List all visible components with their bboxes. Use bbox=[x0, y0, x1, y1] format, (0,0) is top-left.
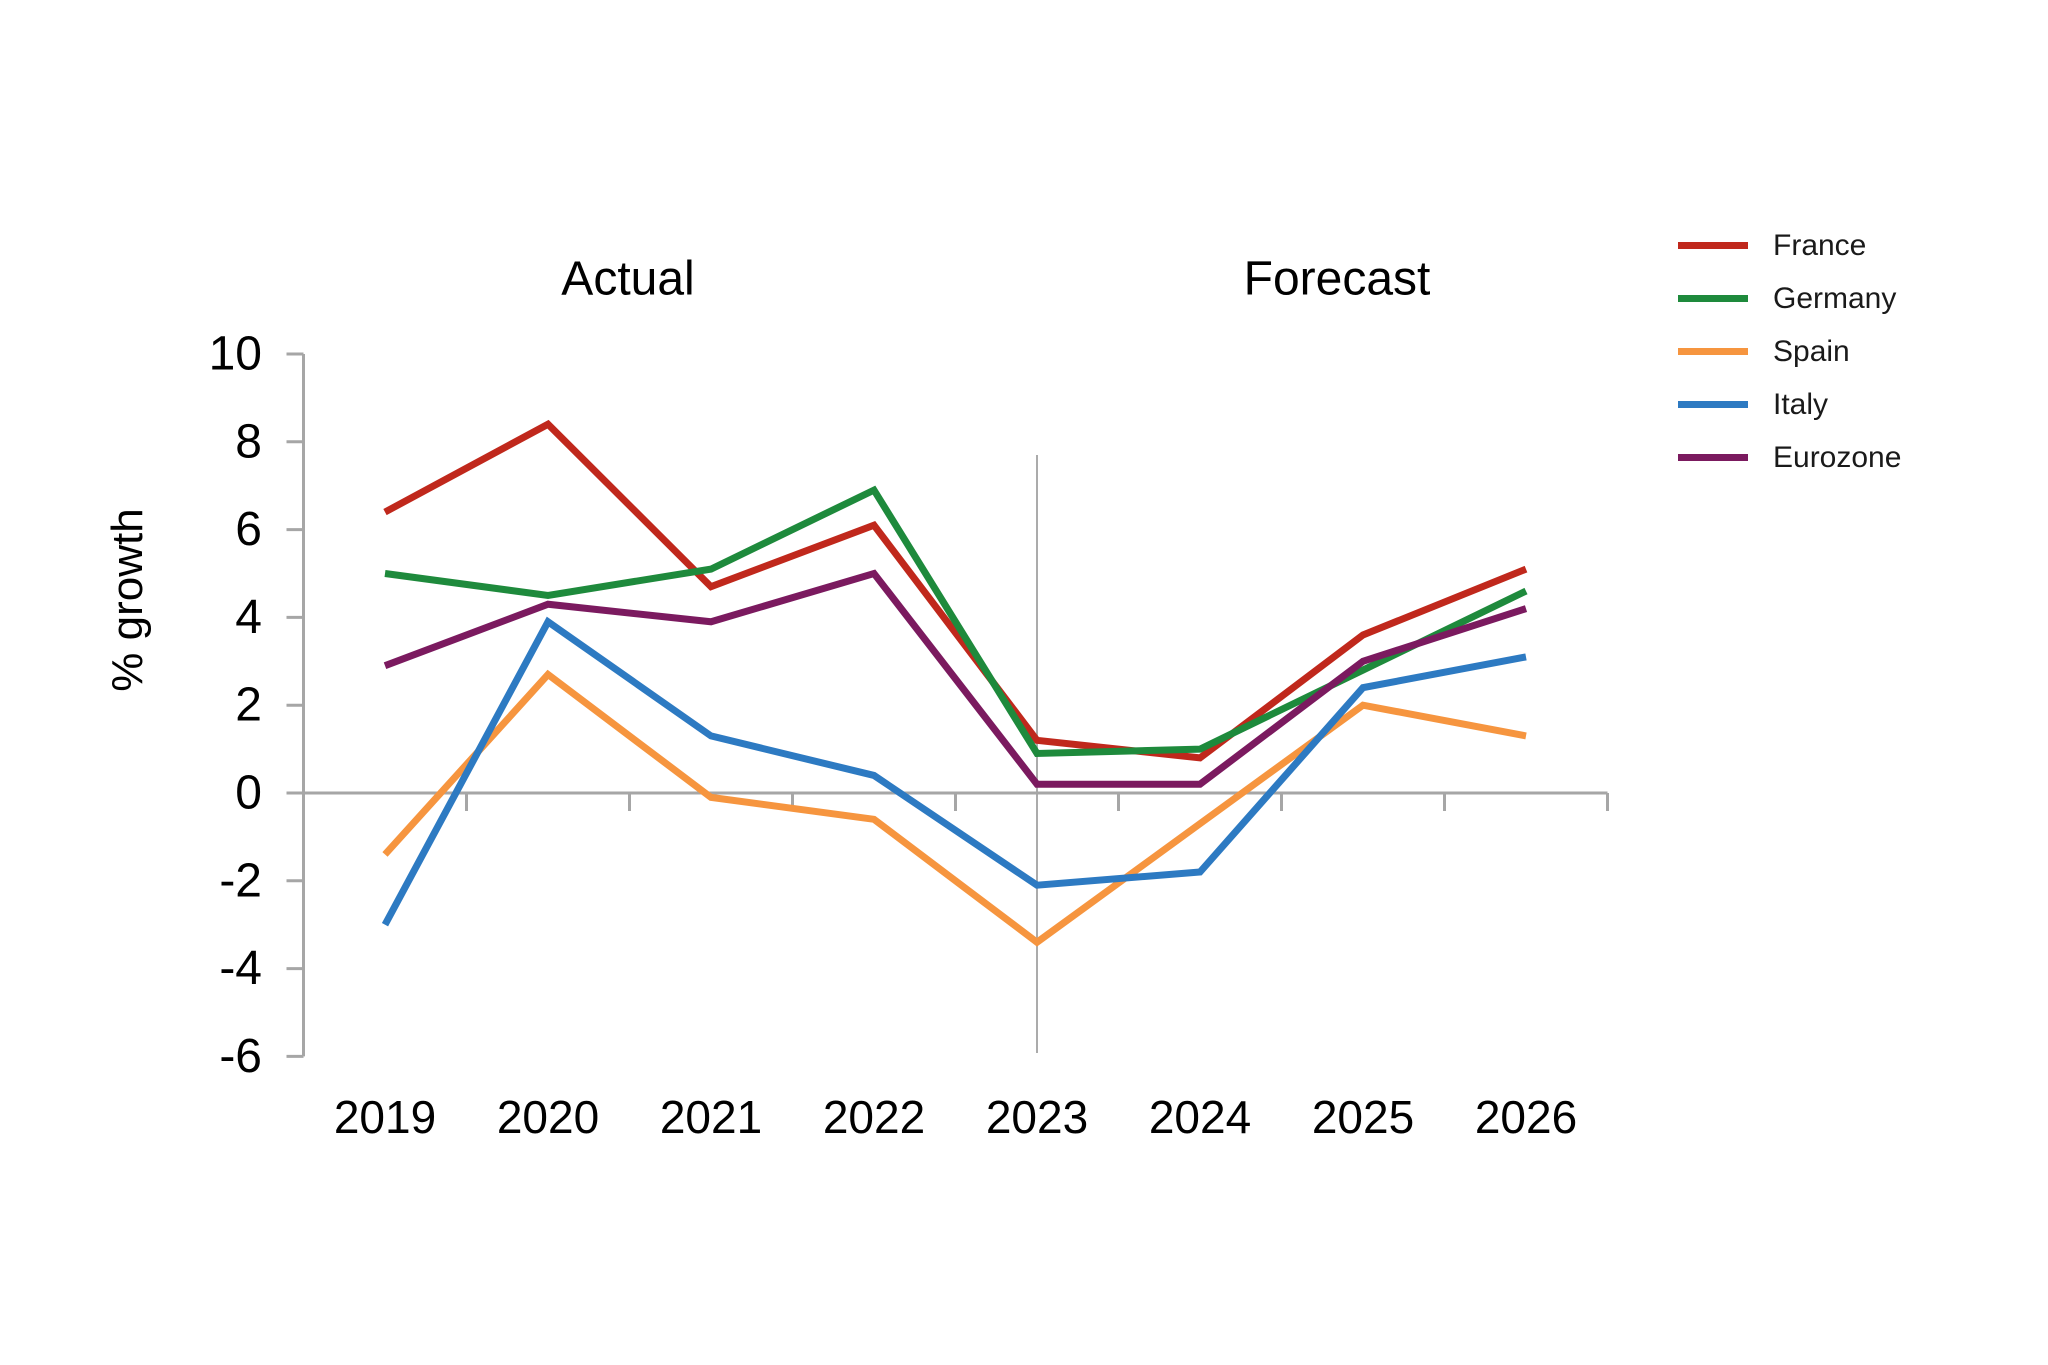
y-tick-label: -2 bbox=[219, 854, 262, 907]
legend-item-germany: Germany bbox=[1678, 272, 1901, 325]
legend-item-eurozone: Eurozone bbox=[1678, 431, 1901, 484]
y-tick-label: 6 bbox=[235, 503, 262, 556]
y-tick-label: 2 bbox=[235, 679, 262, 732]
y-tick-label: -4 bbox=[219, 942, 262, 995]
legend-label-germany: Germany bbox=[1773, 281, 1897, 315]
series-line-spain bbox=[382, 669, 1527, 947]
legend-label-italy: Italy bbox=[1773, 387, 1829, 421]
legend-label-spain: Spain bbox=[1773, 334, 1850, 368]
legend-line-swatch-spain bbox=[1678, 348, 1748, 355]
forecast-section-title: Forecast bbox=[1243, 252, 1431, 306]
x-tick-label: 2026 bbox=[1475, 1091, 1577, 1143]
legend-item-italy: Italy bbox=[1678, 378, 1901, 431]
legend-line-swatch-eurozone bbox=[1678, 454, 1748, 461]
x-tick-label: 2021 bbox=[660, 1091, 762, 1143]
legend-line-swatch-france bbox=[1678, 242, 1748, 249]
legend-item-france: France bbox=[1678, 219, 1901, 272]
y-tick-label: 0 bbox=[235, 767, 262, 820]
series-line-france bbox=[383, 419, 1528, 762]
actual-section-title: Actual bbox=[561, 252, 695, 306]
legend: France Germany Spain Italy Eurozone bbox=[1678, 219, 1901, 484]
legend-item-spain: Spain bbox=[1678, 325, 1901, 378]
y-tick-label: 4 bbox=[235, 591, 262, 644]
x-tick-label: 2025 bbox=[1312, 1091, 1414, 1143]
y-tick-label: -6 bbox=[219, 1030, 262, 1083]
legend-label-eurozone: Eurozone bbox=[1773, 440, 1902, 474]
legend-line-swatch-italy bbox=[1678, 401, 1748, 408]
x-tick-label: 2022 bbox=[823, 1091, 925, 1143]
y-tick-label: 8 bbox=[235, 415, 262, 468]
y-axis-title: % growth bbox=[103, 508, 152, 692]
x-tick-label: 2023 bbox=[986, 1091, 1088, 1143]
x-tick-label: 2019 bbox=[334, 1091, 436, 1143]
series-line-italy bbox=[381, 616, 1527, 927]
x-tick-label: 2024 bbox=[1149, 1091, 1251, 1143]
legend-line-swatch-germany bbox=[1678, 295, 1748, 302]
y-tick-label: 10 bbox=[209, 328, 262, 381]
legend-label-france: France bbox=[1773, 228, 1867, 262]
x-tick-label: 2020 bbox=[497, 1091, 599, 1143]
series-line-eurozone bbox=[383, 569, 1528, 788]
